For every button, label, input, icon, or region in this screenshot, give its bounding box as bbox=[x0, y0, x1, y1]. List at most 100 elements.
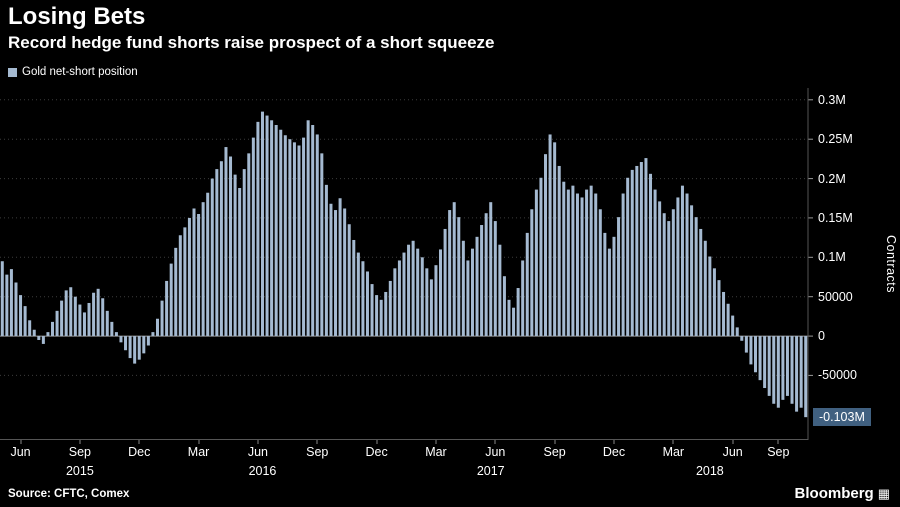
y-axis-label: 0.15M bbox=[818, 210, 853, 225]
current-value-label: -0.103M bbox=[813, 408, 871, 427]
y-axis-label: 0 bbox=[818, 329, 825, 344]
bar bbox=[658, 201, 662, 337]
bar bbox=[539, 177, 543, 337]
bar bbox=[607, 248, 611, 337]
bar bbox=[448, 210, 452, 337]
bar bbox=[361, 261, 365, 337]
x-axis-tick bbox=[494, 440, 496, 444]
x-axis-tick bbox=[316, 440, 318, 444]
bar bbox=[480, 225, 484, 337]
bar bbox=[178, 235, 182, 337]
bar bbox=[776, 336, 780, 408]
bar bbox=[452, 202, 456, 337]
bar bbox=[320, 153, 324, 337]
bar bbox=[160, 300, 164, 337]
bar bbox=[749, 336, 753, 365]
bar bbox=[699, 228, 703, 337]
bar bbox=[521, 260, 525, 337]
bar bbox=[621, 193, 625, 337]
x-axis-tick bbox=[777, 440, 779, 444]
bar bbox=[795, 336, 799, 412]
x-axis-year-label: 2015 bbox=[65, 464, 94, 478]
x-axis: Jun Sep Dec Mar Jun Sep Dec Mar Jun Sep Dec Mar Jun S… bbox=[0, 440, 816, 484]
page-subtitle: Record hedge fund shorts raise prospect … bbox=[8, 33, 495, 52]
bar bbox=[238, 188, 242, 337]
bar bbox=[324, 184, 328, 337]
chart-region: 0.3M 0.25M 0.2M 0.15M 0.1M 50000 0 -50000 -0.103… bbox=[0, 88, 900, 440]
x-axis-month-label: Sep bbox=[543, 445, 566, 459]
x-axis-tick bbox=[20, 440, 22, 444]
bar bbox=[124, 336, 128, 351]
bar bbox=[270, 120, 274, 337]
bloomberg-terminal-icon: ▦ bbox=[877, 486, 890, 501]
bar bbox=[229, 156, 233, 337]
bar bbox=[356, 252, 360, 337]
x-axis-month-label: Mar bbox=[187, 445, 210, 459]
bloomberg-logo: Bloomberg ▦ bbox=[795, 485, 890, 502]
bar bbox=[489, 202, 493, 337]
bar bbox=[402, 252, 406, 337]
bar bbox=[534, 189, 538, 337]
bar bbox=[772, 336, 776, 404]
y-axis-label: -50000 bbox=[818, 368, 857, 383]
bar bbox=[662, 213, 666, 337]
bar bbox=[571, 185, 575, 337]
bar bbox=[187, 217, 191, 337]
bar bbox=[233, 174, 237, 337]
bar bbox=[557, 165, 561, 337]
bar bbox=[165, 280, 169, 337]
bar bbox=[302, 137, 306, 337]
bar bbox=[457, 217, 461, 337]
bar bbox=[60, 300, 64, 337]
bar bbox=[334, 210, 338, 337]
x-axis-tick bbox=[732, 440, 734, 444]
bar bbox=[32, 329, 36, 337]
bar bbox=[594, 193, 598, 337]
bar bbox=[525, 232, 529, 337]
bar bbox=[224, 147, 228, 337]
bar bbox=[375, 295, 379, 337]
bar bbox=[626, 177, 630, 337]
bar bbox=[64, 290, 68, 337]
bar bbox=[297, 145, 301, 337]
bar bbox=[155, 318, 159, 337]
x-axis-year-label: 2016 bbox=[248, 464, 277, 478]
x-axis-tick bbox=[376, 440, 378, 444]
y-axis-label: 0.3M bbox=[818, 92, 846, 107]
bar bbox=[754, 336, 758, 373]
x-axis-month-label: Dec bbox=[602, 445, 626, 459]
bar bbox=[192, 208, 196, 337]
bar bbox=[5, 274, 9, 337]
bar bbox=[416, 248, 420, 337]
bar bbox=[183, 227, 187, 337]
bar bbox=[804, 336, 808, 418]
bar bbox=[101, 298, 105, 337]
bar bbox=[731, 315, 735, 337]
bar bbox=[274, 125, 278, 337]
bar bbox=[744, 336, 748, 353]
bar bbox=[685, 193, 689, 337]
bar bbox=[580, 197, 584, 337]
y-axis-label: 0.1M bbox=[818, 250, 846, 265]
bar bbox=[137, 336, 141, 360]
bar bbox=[306, 120, 310, 337]
x-axis-year-label: 2018 bbox=[695, 464, 724, 478]
bar bbox=[197, 214, 201, 337]
bar bbox=[128, 336, 132, 359]
bar bbox=[466, 260, 470, 337]
bar bbox=[516, 288, 520, 337]
bar bbox=[649, 173, 653, 337]
bar bbox=[46, 332, 50, 337]
y-axis-label: 0.25M bbox=[818, 132, 853, 147]
bar bbox=[260, 111, 264, 337]
bar bbox=[19, 295, 23, 337]
bar bbox=[329, 203, 333, 337]
x-axis-month-label: Mar bbox=[425, 445, 447, 459]
bar bbox=[151, 332, 155, 337]
bar bbox=[283, 135, 287, 337]
bar bbox=[475, 236, 479, 337]
bar bbox=[630, 169, 634, 337]
bar bbox=[644, 158, 648, 337]
x-axis-tick bbox=[79, 440, 81, 444]
bar bbox=[365, 271, 369, 337]
